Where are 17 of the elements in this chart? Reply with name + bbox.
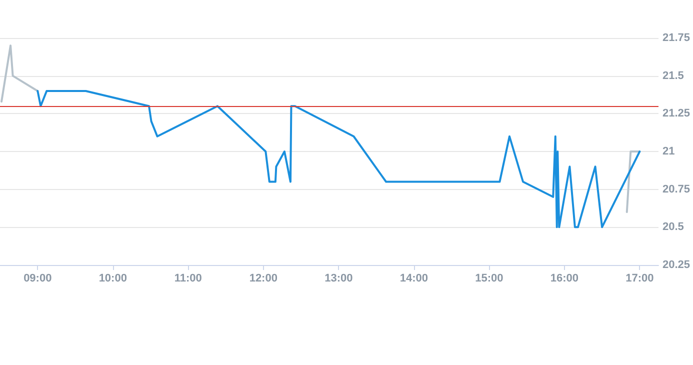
x-tick-label: 09:00 (24, 272, 52, 284)
y-tick-label: 21.75 (662, 32, 690, 44)
x-tick-label: 11:00 (174, 272, 202, 284)
x-tick-label: 14:00 (400, 272, 428, 284)
x-tick-label: 17:00 (626, 272, 654, 284)
x-tick-label: 16:00 (550, 272, 578, 284)
y-tick-label: 20.25 (662, 259, 690, 271)
y-tick-label: 20.75 (662, 183, 690, 196)
y-tick-label: 21.25 (662, 108, 690, 120)
line-series (36, 90, 641, 228)
y-tick-label: 21.5 (662, 70, 684, 82)
x-tick-label: 12:00 (249, 272, 278, 284)
y-tick-label: 20.5 (662, 221, 684, 234)
x-tick-label: 15:00 (475, 272, 504, 284)
x-tick-label: 13:00 (324, 272, 353, 284)
y-tick-label: 21 (662, 146, 675, 158)
x-tick-label: 10:00 (98, 272, 127, 284)
